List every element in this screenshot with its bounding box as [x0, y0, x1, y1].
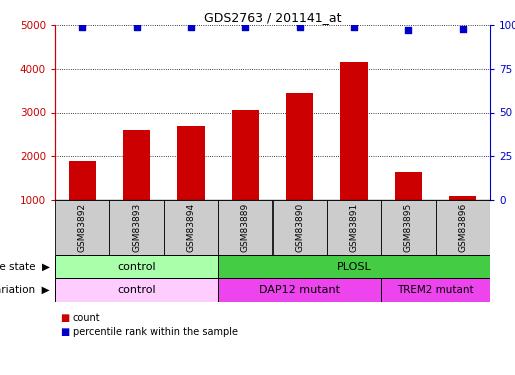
Bar [327, 200, 381, 255]
Bar [286, 93, 313, 244]
Bar [68, 160, 96, 244]
Bar [164, 200, 218, 255]
Text: genotype/variation  ▶: genotype/variation ▶ [0, 285, 50, 295]
Text: DAP12 mutant: DAP12 mutant [259, 285, 340, 295]
Bar [232, 110, 259, 244]
Text: GSM83892: GSM83892 [78, 203, 87, 252]
Bar [449, 196, 476, 244]
Bar [123, 130, 150, 244]
Point [132, 24, 141, 30]
Bar [436, 200, 490, 255]
Bar [218, 200, 272, 255]
Text: count: count [73, 313, 100, 323]
Bar [55, 200, 109, 255]
Text: disease state  ▶: disease state ▶ [0, 261, 50, 272]
Text: GSM83893: GSM83893 [132, 203, 141, 252]
Text: control: control [117, 261, 156, 272]
Bar [395, 172, 422, 244]
Point [350, 24, 358, 30]
Point [241, 24, 249, 30]
Bar [55, 278, 218, 302]
Bar [272, 200, 327, 255]
Point [187, 24, 195, 30]
Point [459, 26, 467, 32]
Bar [381, 200, 436, 255]
Text: GSM83895: GSM83895 [404, 203, 413, 252]
Text: control: control [117, 285, 156, 295]
Text: GSM83889: GSM83889 [241, 203, 250, 252]
Bar [340, 62, 368, 244]
Point [404, 27, 413, 33]
Text: PLOSL: PLOSL [337, 261, 371, 272]
Text: GSM83896: GSM83896 [458, 203, 467, 252]
Text: percentile rank within the sample: percentile rank within the sample [73, 327, 238, 337]
Text: GSM83891: GSM83891 [350, 203, 358, 252]
Bar [177, 126, 204, 244]
Title: GDS2763 / 201141_at: GDS2763 / 201141_at [204, 11, 341, 24]
Text: TREM2 mutant: TREM2 mutant [397, 285, 474, 295]
Text: GSM83890: GSM83890 [295, 203, 304, 252]
Text: ■: ■ [60, 327, 69, 337]
Bar [218, 278, 381, 302]
Text: ■: ■ [60, 313, 69, 323]
Bar [55, 255, 218, 278]
Bar [218, 255, 490, 278]
Bar [109, 200, 164, 255]
Bar [381, 278, 490, 302]
Point [78, 24, 87, 30]
Text: GSM83894: GSM83894 [186, 203, 195, 252]
Point [296, 24, 304, 30]
